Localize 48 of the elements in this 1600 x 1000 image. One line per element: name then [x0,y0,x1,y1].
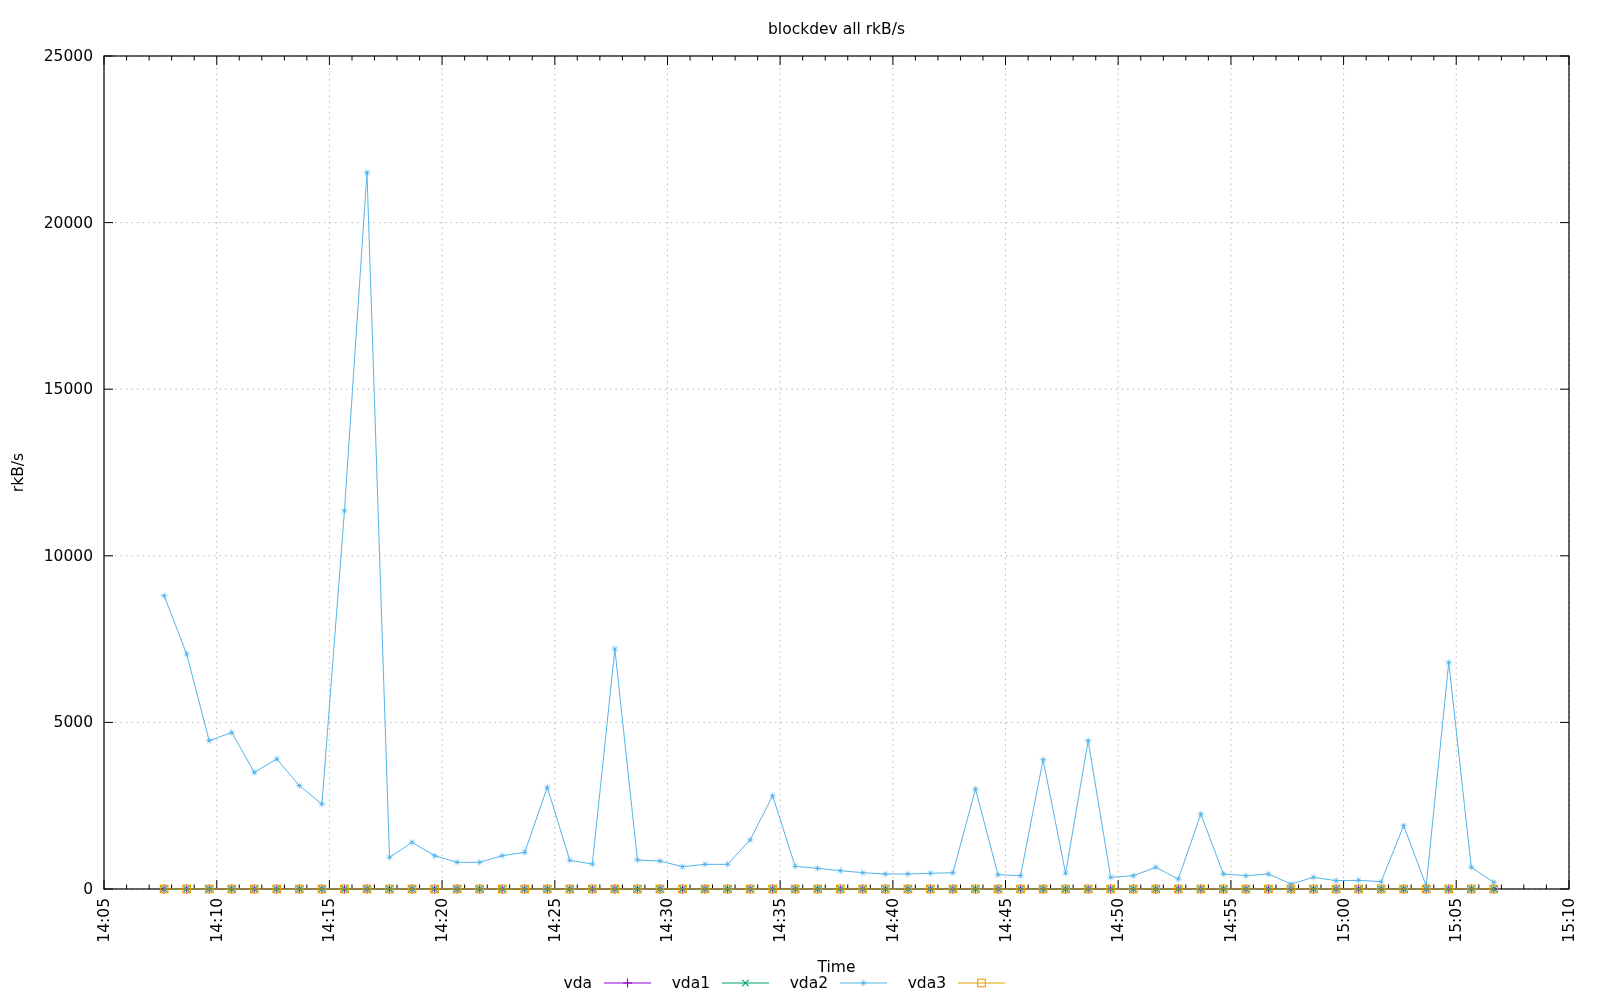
x-tick-label: 14:55 [1221,898,1240,943]
x-tick-label: 15:10 [1560,898,1578,943]
point [1106,872,1116,882]
point [542,782,552,792]
y-tick-label: 0 [83,880,93,898]
point [858,868,868,878]
point [1399,821,1409,831]
y-axis-title: rkB/s [9,452,27,493]
x-tick-label: 15:05 [1447,898,1466,943]
x-tick-label: 14:05 [95,898,113,943]
point [813,863,823,873]
point [475,857,485,867]
point [768,791,778,801]
x-tick-label: 14:35 [771,898,790,943]
point [249,767,259,777]
x-tick-label: 14:40 [883,898,902,943]
legend-label: vda3 [907,974,946,992]
legend-label: vda2 [789,974,828,992]
point [1128,871,1138,881]
x-tick-label: 14:20 [433,898,452,943]
x-tick-label: 14:10 [207,898,226,943]
point [204,736,214,746]
y-tick-label: 20000 [43,213,93,232]
legend-label: vda1 [671,974,710,992]
y-tick-label: 5000 [53,713,93,732]
point [227,727,237,737]
x-axis-title: Time [816,958,856,976]
point [1466,862,1476,872]
legend-label: vda [563,974,592,992]
y-tick-label: 15000 [43,380,93,399]
point [1061,868,1071,878]
point [1151,862,1161,872]
point [497,851,507,861]
y-tick-label: 25000 [43,47,93,65]
x-tick-label: 14:30 [658,898,677,943]
x-tick-label: 15:00 [1334,898,1353,943]
x-tick-label: 14:15 [320,898,339,943]
point [294,781,304,791]
point [429,851,440,861]
point [520,847,530,857]
x-tick-label: 14:25 [545,898,564,943]
point [1308,872,1319,882]
chart-title: blockdev all rkB/s [768,20,905,38]
x-tick-label: 14:45 [996,898,1015,943]
point [835,866,845,876]
point [565,855,575,865]
y-tick-label: 10000 [43,546,93,565]
x-tick-label: 14:50 [1109,898,1128,943]
